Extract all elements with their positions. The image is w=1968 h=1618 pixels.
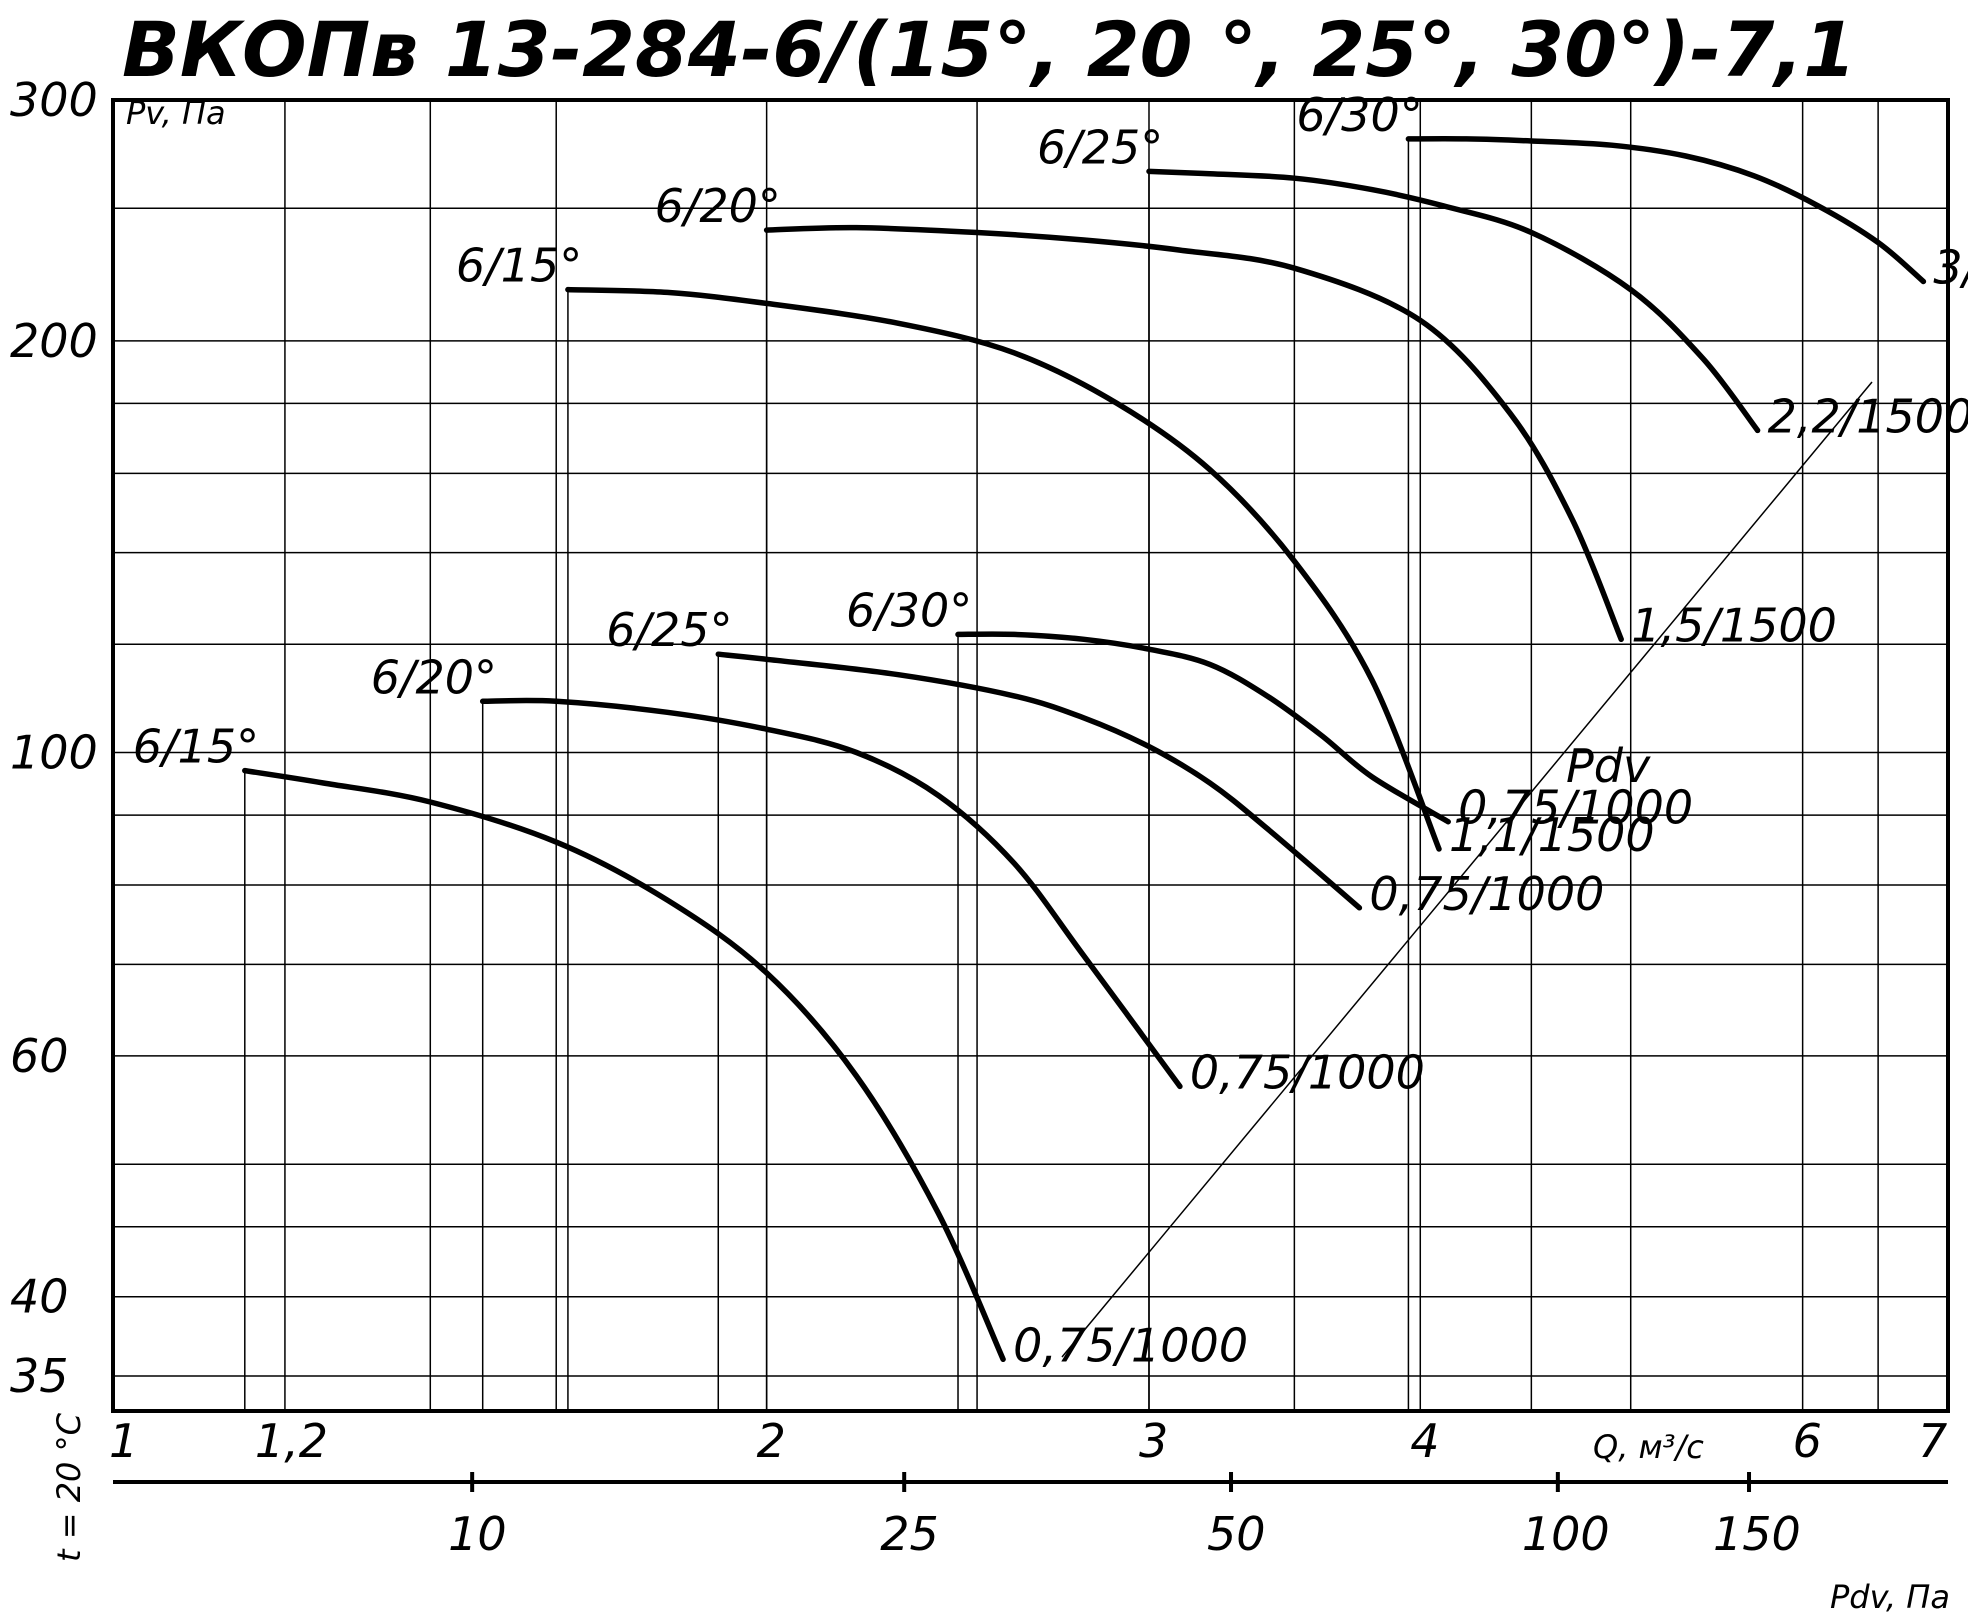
series-line — [1146, 168, 1761, 434]
x-tick-label: 1,2 — [255, 1414, 328, 1468]
chart-title: ВКОПв 13-284-6/(15°, 20 °, 25°, 30°)-7,1 — [122, 5, 1856, 94]
series-line — [242, 767, 1006, 1363]
y-tick-label: 200 — [10, 314, 98, 368]
pdv-tick-label: 25 — [880, 1507, 939, 1561]
y-tick-labels: 300 200 100 60 40 35 — [10, 73, 98, 1403]
y-gridlines — [113, 99, 1948, 1377]
series-motor-label: 1,1/1500 — [1449, 808, 1655, 862]
x-tick-labels: 1 1,2 2 3 4 6 7 — [109, 1414, 1947, 1468]
pdv-line-label: Pdv — [1566, 739, 1651, 793]
x-tick-label: 6 — [1793, 1414, 1822, 1468]
series-name-label: 6/25° — [1037, 120, 1163, 174]
series-name-label: 6/30° — [846, 583, 972, 637]
x-tick-label: 7 — [1918, 1414, 1947, 1468]
pdv-reference-line — [1061, 381, 1873, 1358]
pdv-tick-label: 50 — [1207, 1507, 1266, 1561]
series-name-label: 6/25° — [606, 603, 732, 657]
series-name-label: 6/15° — [133, 720, 259, 774]
series-motor-label: 1,5/1500 — [1631, 598, 1837, 652]
pdv-tick-label: 100 — [1522, 1507, 1610, 1561]
series-line — [565, 286, 1442, 852]
x-tick-label: 2 — [757, 1414, 786, 1468]
temperature-label: t = 20 °C — [50, 1412, 88, 1562]
plot-frame — [111, 98, 1950, 1413]
series-motor-label: 3/1500 — [1933, 241, 1968, 295]
y-tick-label: 100 — [10, 726, 98, 780]
series-motor-label: 0,75/1000 — [1458, 781, 1693, 835]
pdv-tick-label: 150 — [1713, 1507, 1801, 1561]
y-tick-label: 40 — [10, 1270, 69, 1324]
series-line — [715, 651, 1363, 911]
y-tick-label: 300 — [10, 73, 98, 127]
series-motor-label: 2,2/1500 — [1768, 389, 1968, 443]
series-line — [479, 697, 1183, 1090]
y-tick-label: 35 — [10, 1349, 69, 1403]
series-name-label: 6/20° — [655, 179, 781, 233]
series-motor-label: 0,75/1000 — [1190, 1045, 1425, 1099]
x-tick-label: 1 — [109, 1414, 138, 1468]
series-name-label: 6/30° — [1296, 88, 1422, 142]
series-motor-label: 0,75/1000 — [1013, 1318, 1248, 1372]
series-name-label: 6/20° — [371, 650, 497, 704]
x-tick-label: 3 — [1139, 1414, 1168, 1468]
series-motor-label: 0,75/1000 — [1369, 867, 1604, 921]
series-line — [763, 224, 1624, 643]
fan-curves: 6/15° 0,75/1000 6/20° 0,75/1000 6/25° 0,75/10… — [133, 88, 1968, 1411]
pdv-tick-label: 10 — [448, 1507, 507, 1561]
series-line — [1405, 135, 1927, 285]
series-line — [955, 631, 1451, 825]
y-tick-label: 60 — [10, 1029, 69, 1083]
series-name-label: 6/15° — [456, 239, 582, 293]
pdv-tick-labels: 10 25 50 100 150 — [448, 1472, 1801, 1561]
x-tick-label: 4 — [1410, 1414, 1439, 1468]
x-axis-label: Q, м³/с — [1593, 1428, 1704, 1466]
pdv-axis-label: Pdv, Па — [1830, 1578, 1950, 1616]
